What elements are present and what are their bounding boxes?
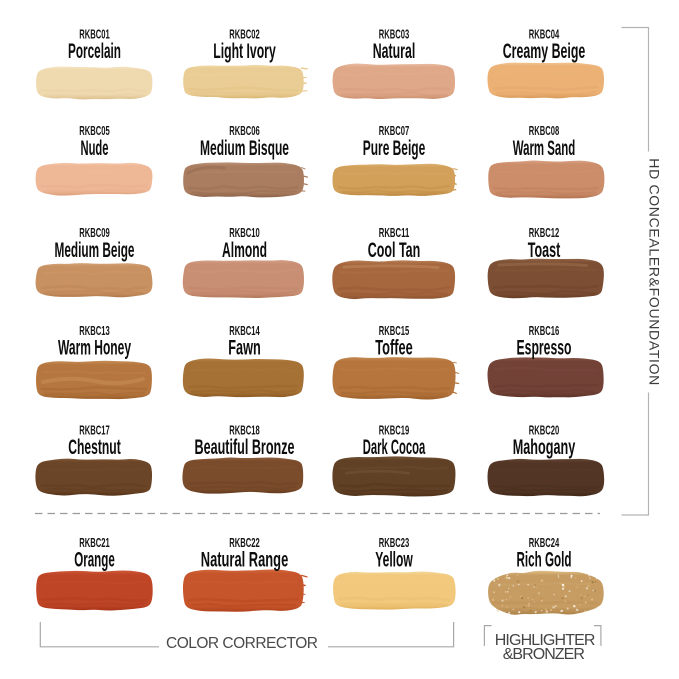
svg-text:Yellow: Yellow [375,548,413,572]
svg-text:Medium Beige: Medium Beige [55,238,135,262]
svg-text:RKBC03: RKBC03 [379,27,410,42]
svg-text:RKBC20: RKBC20 [529,422,560,437]
svg-text:RKBC14: RKBC14 [229,323,260,338]
svg-text:HD CONCEALER&FOUNDATION: HD CONCEALER&FOUNDATION [646,158,662,385]
svg-text:Porcelain: Porcelain [68,39,121,63]
svg-text:COLOR CORRECTOR: COLOR CORRECTOR [166,635,318,652]
svg-text:Pure Beige: Pure Beige [363,136,426,160]
svg-text:RKBC13: RKBC13 [79,323,110,338]
svg-text:Creamy Beige: Creamy Beige [503,39,586,63]
svg-text:Chestnut: Chestnut [68,435,121,459]
svg-text:Warm Honey: Warm Honey [58,336,131,360]
svg-text:Natural Range: Natural Range [201,548,289,572]
svg-text:RKBC06: RKBC06 [229,123,260,138]
svg-text:RKBC04: RKBC04 [529,27,560,42]
svg-text:Light Ivory: Light Ivory [213,39,276,63]
svg-text:RKBC08: RKBC08 [529,123,560,138]
svg-text:Mahogany: Mahogany [513,435,576,459]
svg-text:RKBC22: RKBC22 [229,535,260,550]
svg-text:Rich Gold: Rich Gold [517,548,572,572]
svg-text:RKBC02: RKBC02 [229,27,260,42]
svg-text:RKBC10: RKBC10 [229,225,260,240]
svg-text:Orange: Orange [74,548,115,572]
svg-text:RKBC09: RKBC09 [79,225,110,240]
svg-text:Cool Tan: Cool Tan [368,238,421,262]
svg-text:Toast: Toast [528,238,561,262]
svg-text:RKBC05: RKBC05 [79,123,110,138]
svg-text:RKBC18: RKBC18 [229,422,260,437]
svg-text:Dark Cocoa: Dark Cocoa [363,435,426,459]
svg-text:Medium Bisque: Medium Bisque [200,136,289,160]
svg-text:Espresso: Espresso [517,336,572,360]
svg-text:RKBC15: RKBC15 [379,323,410,338]
svg-text:HIGHLIGHTER: HIGHLIGHTER [495,632,596,649]
svg-text:RKBC21: RKBC21 [79,535,110,550]
svg-text:RKBC19: RKBC19 [379,422,410,437]
svg-text:RKBC17: RKBC17 [79,422,110,437]
svg-text:RKBC01: RKBC01 [79,27,110,42]
svg-text:Almond: Almond [222,238,267,262]
svg-text:RKBC24: RKBC24 [529,535,560,550]
svg-text:Toffee: Toffee [375,336,413,360]
svg-text:&BRONZER: &BRONZER [503,646,585,663]
svg-text:Fawn: Fawn [228,336,261,360]
svg-text:RKBC16: RKBC16 [529,323,560,338]
svg-text:Natural: Natural [373,39,416,63]
svg-text:Warm Sand: Warm Sand [513,136,576,160]
svg-text:RKBC11: RKBC11 [379,225,410,240]
svg-text:Nude: Nude [81,136,109,160]
svg-text:RKBC07: RKBC07 [379,123,410,138]
svg-text:Beautiful Bronze: Beautiful Bronze [195,435,295,459]
svg-text:RKBC12: RKBC12 [529,225,560,240]
svg-text:RKBC23: RKBC23 [379,535,410,550]
